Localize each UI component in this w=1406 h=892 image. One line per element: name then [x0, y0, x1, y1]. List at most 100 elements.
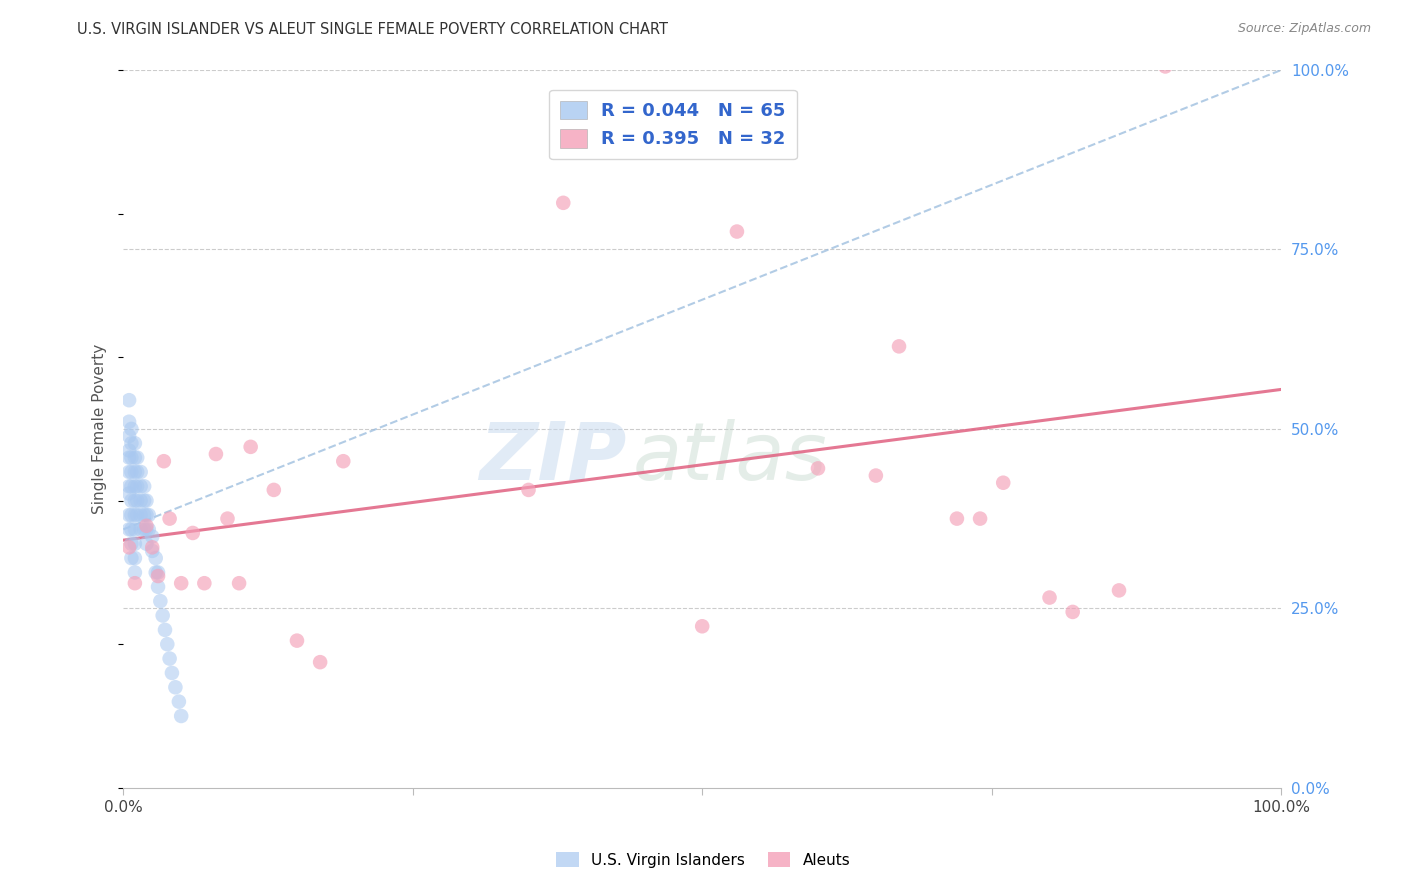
Point	[993, 475, 1015, 490]
Point	[146, 569, 169, 583]
Text: ZIP: ZIP	[479, 418, 627, 497]
Text: U.S. VIRGIN ISLANDER VS ALEUT SINGLE FEMALE POVERTY CORRELATION CHART: U.S. VIRGIN ISLANDER VS ALEUT SINGLE FEM…	[77, 22, 668, 37]
Point	[309, 655, 332, 669]
Point	[807, 461, 830, 475]
Point	[129, 493, 152, 508]
Point	[124, 436, 146, 450]
Point	[1062, 605, 1084, 619]
Point	[129, 508, 152, 522]
Point	[135, 522, 157, 536]
Point	[124, 566, 146, 580]
Point	[124, 508, 146, 522]
Point	[1038, 591, 1060, 605]
Point	[517, 483, 540, 497]
Point	[159, 511, 181, 525]
Point	[165, 680, 187, 694]
Point	[118, 429, 141, 443]
Point	[138, 508, 160, 522]
Point	[129, 465, 152, 479]
Point	[120, 450, 142, 465]
Point	[141, 541, 163, 555]
Point	[120, 479, 142, 493]
Point	[135, 508, 157, 522]
Point	[1108, 583, 1130, 598]
Point	[141, 530, 163, 544]
Point	[145, 566, 167, 580]
Point	[181, 526, 204, 541]
Point	[135, 493, 157, 508]
Point	[118, 450, 141, 465]
Point	[120, 508, 142, 522]
Point	[690, 619, 713, 633]
Point	[127, 508, 149, 522]
Point	[145, 551, 167, 566]
Point	[134, 522, 156, 536]
Point	[120, 551, 142, 566]
Point	[946, 511, 969, 525]
Point	[160, 665, 183, 680]
Point	[156, 637, 179, 651]
Point	[285, 633, 308, 648]
Point	[167, 695, 190, 709]
Point	[129, 522, 152, 536]
Point	[124, 465, 146, 479]
Point	[124, 537, 146, 551]
Point	[135, 537, 157, 551]
Point	[120, 493, 142, 508]
Point	[170, 576, 193, 591]
Point	[159, 651, 181, 665]
Point	[134, 508, 156, 522]
Point	[228, 576, 250, 591]
Point	[138, 522, 160, 536]
Point	[120, 422, 142, 436]
Point	[134, 479, 156, 493]
Point	[263, 483, 285, 497]
Point	[127, 479, 149, 493]
Point	[124, 522, 146, 536]
Point	[127, 493, 149, 508]
Point	[127, 450, 149, 465]
Point	[127, 465, 149, 479]
Y-axis label: Single Female Poverty: Single Female Poverty	[93, 343, 107, 514]
Point	[239, 440, 262, 454]
Text: Source: ZipAtlas.com: Source: ZipAtlas.com	[1237, 22, 1371, 36]
Point	[124, 551, 146, 566]
Point	[152, 608, 174, 623]
Point	[134, 493, 156, 508]
Legend: R = 0.044   N = 65, R = 0.395   N = 32: R = 0.044 N = 65, R = 0.395 N = 32	[550, 90, 797, 160]
Point	[153, 454, 176, 468]
Point	[205, 447, 228, 461]
Point	[118, 479, 141, 493]
Point	[217, 511, 239, 525]
Point	[118, 522, 141, 536]
Point	[146, 566, 169, 580]
Point	[124, 450, 146, 465]
Point	[149, 594, 172, 608]
Point	[141, 544, 163, 558]
Point	[118, 393, 141, 408]
Point	[969, 511, 991, 525]
Point	[153, 623, 176, 637]
Point	[118, 508, 141, 522]
Text: atlas: atlas	[633, 418, 828, 497]
Point	[129, 479, 152, 493]
Point	[193, 576, 215, 591]
Point	[120, 465, 142, 479]
Point	[124, 493, 146, 508]
Point	[118, 465, 141, 479]
Point	[124, 479, 146, 493]
Legend: U.S. Virgin Islanders, Aleuts: U.S. Virgin Islanders, Aleuts	[550, 846, 856, 873]
Point	[120, 436, 142, 450]
Point	[124, 576, 146, 591]
Point	[118, 415, 141, 429]
Point	[118, 443, 141, 458]
Point	[146, 580, 169, 594]
Point	[170, 709, 193, 723]
Point	[725, 225, 748, 239]
Point	[120, 522, 142, 536]
Point	[865, 468, 887, 483]
Point	[332, 454, 354, 468]
Point	[1154, 60, 1177, 74]
Point	[553, 195, 575, 210]
Point	[120, 537, 142, 551]
